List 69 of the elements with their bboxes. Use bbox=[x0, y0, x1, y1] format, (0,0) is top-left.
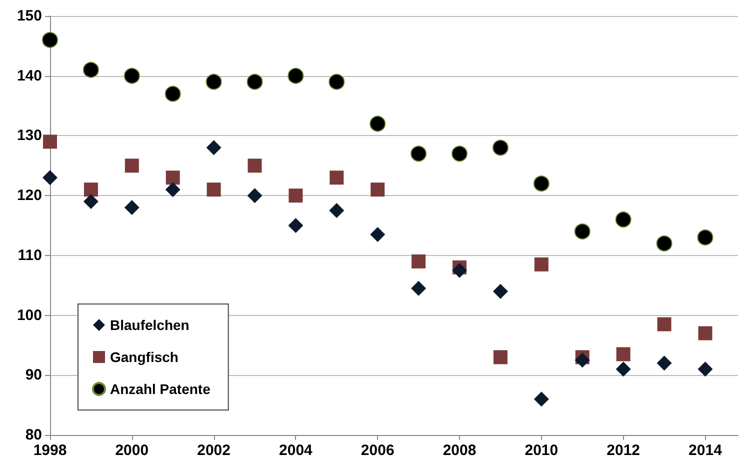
point bbox=[615, 212, 632, 228]
point bbox=[697, 229, 714, 246]
point bbox=[616, 347, 630, 362]
point bbox=[124, 158, 139, 173]
point bbox=[288, 68, 304, 84]
point bbox=[657, 317, 672, 332]
point bbox=[493, 350, 508, 364]
point bbox=[82, 62, 99, 78]
point bbox=[410, 146, 427, 162]
y-tick-label: 80 bbox=[25, 426, 42, 444]
y-tick-label: 100 bbox=[16, 306, 42, 324]
point bbox=[533, 176, 550, 192]
point bbox=[370, 226, 386, 242]
legend-label: Gangfisch bbox=[110, 349, 178, 365]
point bbox=[206, 140, 222, 156]
point bbox=[124, 68, 140, 84]
point bbox=[42, 32, 58, 48]
point bbox=[165, 182, 180, 198]
point bbox=[452, 146, 468, 162]
point bbox=[43, 134, 57, 149]
point bbox=[164, 86, 181, 102]
point bbox=[452, 262, 468, 278]
x-tick-label: 2008 bbox=[442, 442, 476, 459]
point bbox=[288, 188, 303, 203]
legend-label: Blaufelchen bbox=[110, 317, 190, 333]
point bbox=[206, 74, 222, 90]
point bbox=[124, 200, 140, 216]
point bbox=[698, 362, 713, 377]
point bbox=[83, 194, 98, 210]
point bbox=[492, 140, 508, 156]
point bbox=[656, 356, 672, 371]
x-tick-label: 2000 bbox=[115, 442, 149, 459]
point bbox=[534, 257, 548, 272]
x-tick-label: 2002 bbox=[197, 442, 230, 459]
x-tick-label: 2012 bbox=[606, 442, 640, 459]
y-tick-label: 150 bbox=[16, 8, 42, 24]
y-tick-label: 110 bbox=[18, 246, 42, 264]
point bbox=[411, 280, 426, 296]
point bbox=[574, 352, 590, 368]
x-tick-label: 2006 bbox=[360, 442, 394, 459]
point bbox=[534, 392, 549, 407]
point bbox=[492, 284, 508, 299]
point bbox=[698, 326, 712, 340]
legend-label: Anzahl Patente bbox=[110, 381, 211, 397]
point bbox=[248, 158, 262, 173]
x-tick-label: 1998 bbox=[33, 442, 67, 459]
point bbox=[84, 182, 98, 197]
x-tick-label: 2004 bbox=[279, 442, 314, 459]
y-tick-label: 90 bbox=[25, 366, 42, 384]
y-tick-label: 140 bbox=[16, 67, 42, 84]
x-tick-label: 2010 bbox=[524, 442, 558, 459]
point bbox=[328, 74, 345, 90]
point bbox=[329, 203, 344, 218]
point bbox=[206, 182, 221, 197]
point bbox=[288, 218, 304, 233]
point bbox=[370, 182, 385, 197]
point bbox=[166, 170, 180, 185]
y-tick-label: 120 bbox=[16, 187, 42, 204]
y-tick-label: 130 bbox=[16, 127, 42, 144]
point bbox=[616, 362, 631, 377]
point bbox=[412, 254, 426, 268]
point bbox=[42, 170, 58, 186]
x-tick-label: 2014 bbox=[688, 442, 723, 459]
point bbox=[656, 235, 672, 252]
point bbox=[330, 170, 344, 185]
point bbox=[574, 223, 590, 240]
point bbox=[246, 74, 263, 90]
point bbox=[247, 188, 262, 204]
point bbox=[370, 116, 386, 132]
